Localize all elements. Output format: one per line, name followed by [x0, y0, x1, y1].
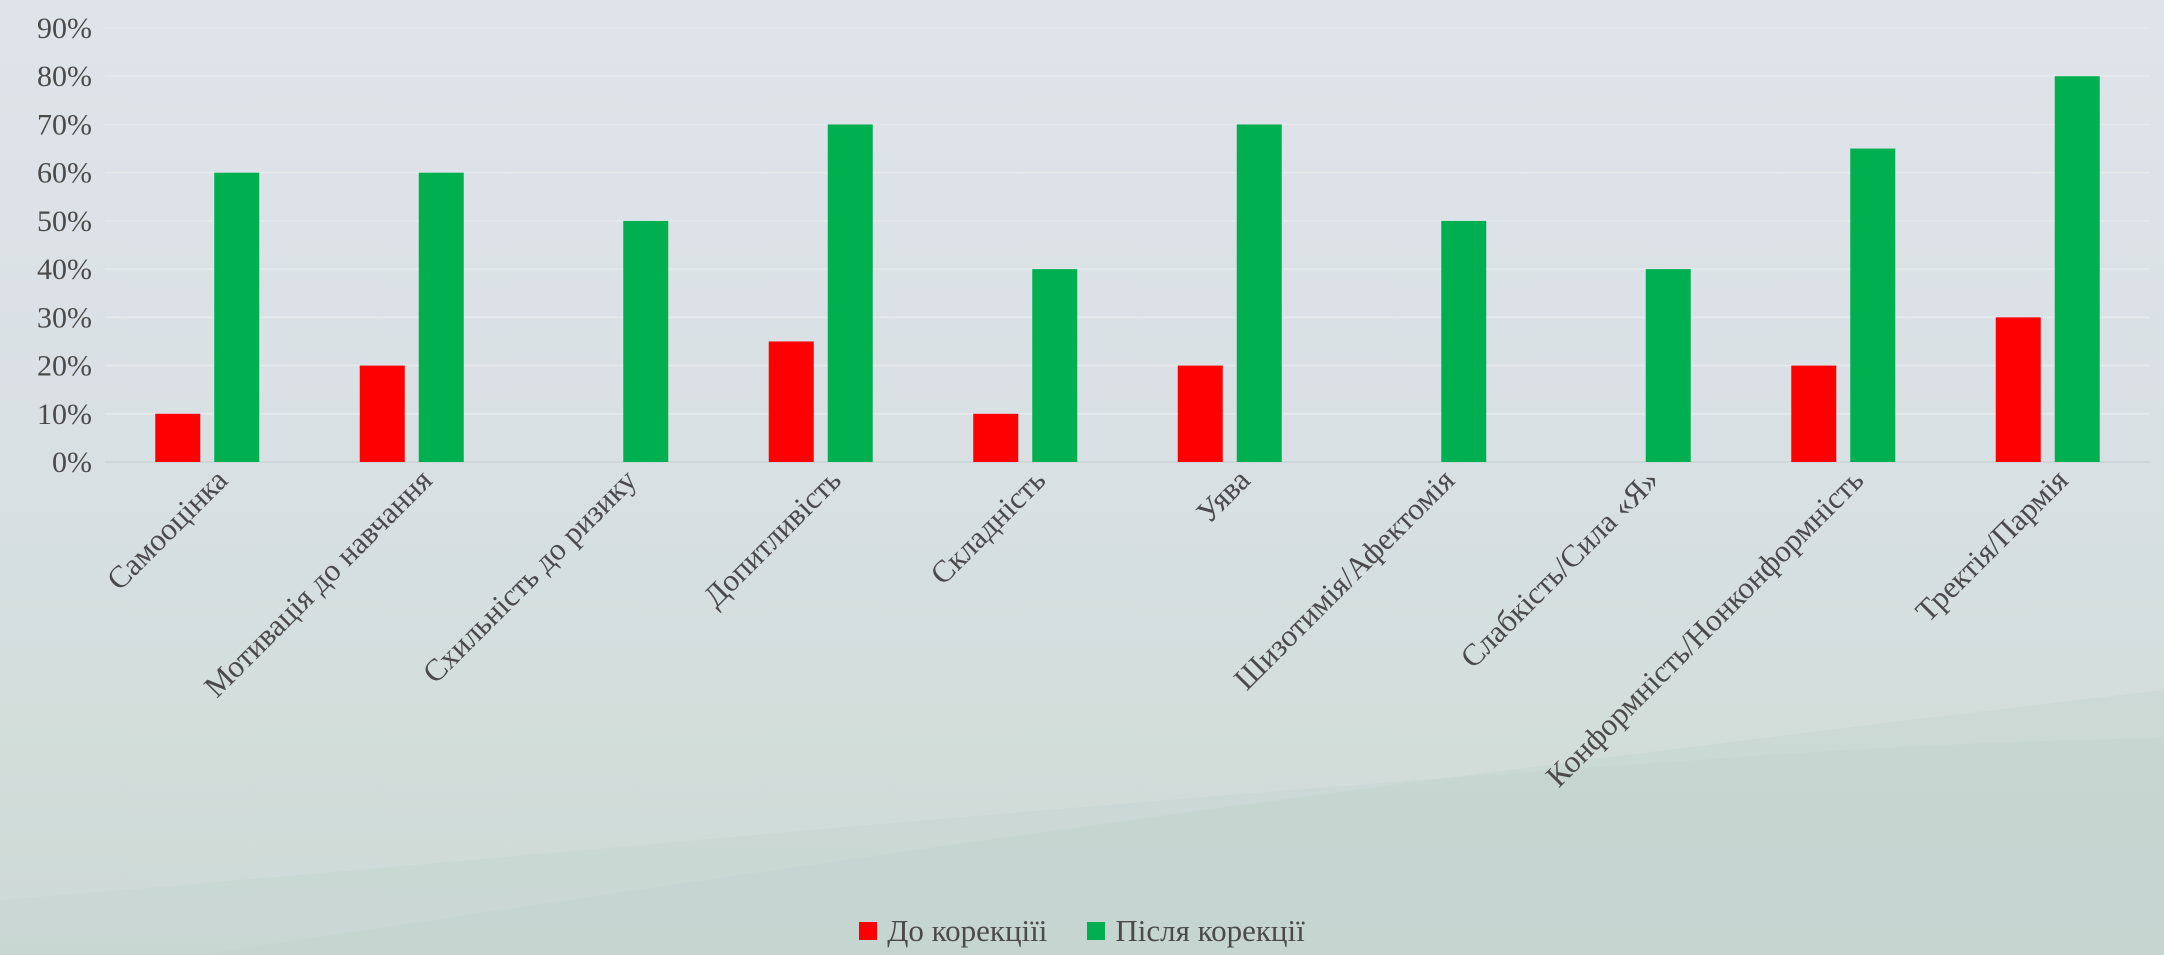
- y-tick-label: 0%: [52, 446, 92, 479]
- y-tick-label: 20%: [37, 350, 92, 383]
- bar-after[interactable]: [1850, 148, 1896, 463]
- y-axis-ticks: 0% 10% 20% 30% 40% 50% 60% 70% 80% 90%: [37, 12, 92, 479]
- y-tick-label: 50%: [37, 205, 92, 238]
- x-category-label: Допитливість: [696, 462, 848, 614]
- bar-after[interactable]: [1441, 220, 1487, 462]
- x-category-label: Схильність до ризику: [416, 462, 644, 690]
- legend: До корекціїі Після корекції: [0, 913, 2164, 949]
- bar-after[interactable]: [214, 172, 260, 462]
- y-tick-label: 10%: [37, 398, 92, 431]
- y-tick-label: 60%: [37, 157, 92, 190]
- bar-before[interactable]: [1791, 365, 1837, 462]
- bar-after[interactable]: [1645, 269, 1691, 462]
- x-category-label: Слабкість/Сила «Я»: [1453, 462, 1665, 674]
- bar-after[interactable]: [2054, 76, 2100, 462]
- y-tick-label: 30%: [37, 301, 92, 334]
- bar-before[interactable]: [1177, 365, 1223, 462]
- y-tick-label: 90%: [37, 12, 92, 45]
- x-category-label: Складність: [923, 462, 1052, 591]
- bar-after[interactable]: [418, 172, 464, 462]
- legend-label-after: Після корекції: [1115, 913, 1305, 948]
- legend-item-after[interactable]: Після корекції: [1087, 913, 1305, 949]
- x-category-label: Тректія/Пармія: [1908, 462, 2074, 628]
- bar-before[interactable]: [973, 413, 1019, 462]
- y-tick-label: 40%: [37, 253, 92, 286]
- legend-swatch-after: [1087, 922, 1106, 940]
- bar-after[interactable]: [623, 220, 669, 462]
- x-category-label: Конформність/Нонконформність: [1539, 462, 1870, 793]
- bar-after[interactable]: [1032, 269, 1078, 462]
- y-tick-label: 70%: [37, 108, 92, 141]
- x-category-label: Шизотимія/Афектомія: [1227, 462, 1461, 696]
- bar-before[interactable]: [768, 341, 814, 462]
- bar-before[interactable]: [155, 413, 201, 462]
- legend-swatch-before: [859, 922, 878, 940]
- bar-after[interactable]: [1236, 124, 1282, 462]
- bars: [155, 76, 2100, 463]
- bar-after[interactable]: [827, 124, 873, 462]
- x-category-label: Мотивація до навчання: [197, 462, 439, 704]
- x-category-label: Самооцінка: [100, 462, 235, 597]
- bar-before[interactable]: [359, 365, 405, 462]
- legend-item-before[interactable]: До корекціїі: [859, 913, 1047, 949]
- gridlines: [105, 27, 2150, 463]
- y-tick-label: 80%: [37, 60, 92, 93]
- legend-label-before: До корекціїі: [887, 913, 1048, 948]
- bar-before[interactable]: [1995, 317, 2041, 462]
- x-category-label: Уява: [1189, 462, 1257, 530]
